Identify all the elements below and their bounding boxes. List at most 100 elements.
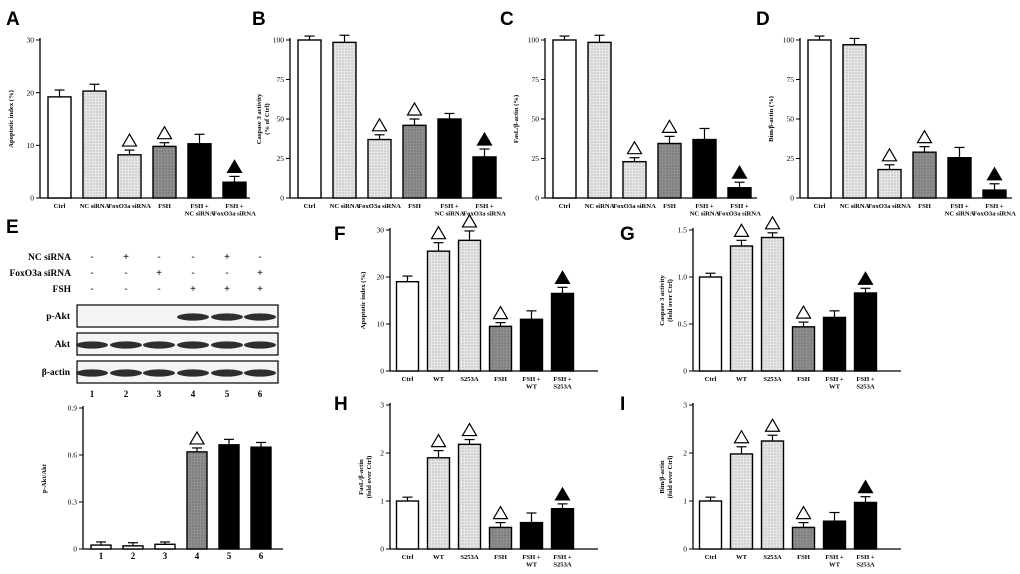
y-tick-label: 10 xyxy=(27,141,35,150)
y-tick-label: 2 xyxy=(380,449,384,458)
x-category-label: Ctrl xyxy=(402,554,414,561)
protein-band xyxy=(244,313,276,321)
bar-h-1 xyxy=(395,500,420,550)
bar-h-5 xyxy=(519,521,544,550)
bar-g-5 xyxy=(822,316,847,372)
y-tick-label: 0.5 xyxy=(678,320,688,329)
x-category-label: Ctrl xyxy=(54,203,66,210)
treatment-label: FSH xyxy=(53,285,72,295)
panel-label-e: E xyxy=(6,217,19,238)
treatment-sign: + xyxy=(156,268,162,279)
open-triangle-marker xyxy=(764,215,781,230)
y-axis-label: Caspase 3 activity(fold over Ctrl) xyxy=(659,275,674,326)
protein-band xyxy=(211,341,243,349)
bar-c-4 xyxy=(657,142,682,199)
bar-e-4 xyxy=(186,451,208,550)
treatment-sign: - xyxy=(90,284,93,295)
x-category-label: FoxO3a siRNA xyxy=(868,203,911,210)
open-triangle-marker xyxy=(188,430,206,445)
treatment-sign: - xyxy=(157,252,160,263)
filled-triangle-marker xyxy=(554,486,571,501)
treatment-sign: - xyxy=(157,284,160,295)
x-category-label: FSH xyxy=(797,376,811,383)
x-category-label: NC siRNA xyxy=(840,203,870,210)
y-tick-label: 0 xyxy=(535,194,539,203)
filled-triangle-marker xyxy=(731,165,748,179)
lane-number: 5 xyxy=(225,389,230,399)
chart-panel-i: 0 1 2 3 Bim/β-actin(fold over Ctrl) Ctrl WT S25… xyxy=(659,401,901,569)
x-category-label: 4 xyxy=(195,551,200,561)
open-triangle-marker xyxy=(764,418,781,432)
treatment-sign: + xyxy=(224,252,230,263)
bar-g-1 xyxy=(698,276,723,372)
open-triangle-marker xyxy=(492,505,509,520)
panel-label-f: F xyxy=(334,224,346,245)
open-triangle-marker xyxy=(156,125,173,140)
treatment-sign: + xyxy=(123,252,129,263)
panel-label-a: A xyxy=(6,9,20,30)
y-tick-label: 0.9 xyxy=(68,404,78,413)
x-category-label: Ctrl xyxy=(304,203,316,210)
bar-i-4 xyxy=(791,526,816,550)
bar-c-2 xyxy=(587,41,612,199)
protein-band xyxy=(211,313,243,321)
lane-number: 3 xyxy=(157,389,162,399)
bar-h-6 xyxy=(550,507,575,550)
treatment-sign: - xyxy=(124,268,127,279)
x-category-label: FSH + S253A xyxy=(553,554,572,569)
y-tick-label: 0 xyxy=(380,545,384,554)
bar-h-4 xyxy=(488,526,513,550)
chart-panel-h: 0 1 2 3 FasL/β-actin(fold over Ctrl) Ctrl WT S2… xyxy=(358,401,598,569)
x-category-label: FSH xyxy=(797,554,811,561)
bar-b-1 xyxy=(297,39,322,199)
open-triangle-marker xyxy=(430,225,447,240)
y-tick-label: 3 xyxy=(380,401,384,410)
bar-i-2 xyxy=(729,453,754,550)
y-tick-label: 1.5 xyxy=(678,226,688,235)
y-tick-label: 0 xyxy=(683,545,687,554)
lane-number: 2 xyxy=(124,389,129,399)
open-triangle-marker xyxy=(881,147,898,162)
lane-number: 1 xyxy=(90,389,95,399)
x-category-label: Ctrl xyxy=(402,376,414,383)
bar-e-1 xyxy=(90,544,112,550)
y-tick-label: 0.6 xyxy=(68,451,78,460)
panel-label-d: D xyxy=(756,9,770,30)
lane-number: 4 xyxy=(191,389,196,399)
protein-band xyxy=(211,369,243,377)
y-tick-label: 0 xyxy=(790,194,794,203)
x-category-label: 1 xyxy=(99,551,104,561)
x-category-label: FSH + WT xyxy=(522,554,540,569)
protein-band xyxy=(244,369,276,377)
y-tick-label: 20 xyxy=(27,88,35,97)
bar-d-5 xyxy=(947,157,972,199)
x-category-label: FSH + NC siRNA xyxy=(690,203,720,218)
bar-a-3 xyxy=(117,154,142,199)
bar-i-3 xyxy=(760,440,785,550)
y-axis-label: Apoptotic index (%) xyxy=(360,272,367,330)
x-category-label: 2 xyxy=(131,551,136,561)
open-triangle-marker xyxy=(461,422,478,437)
panel-label-c: C xyxy=(500,9,514,30)
x-category-label: FSH + NC siRNA xyxy=(185,203,215,218)
filled-triangle-marker xyxy=(554,270,571,284)
x-category-label: FSH + WT xyxy=(522,376,540,391)
chart-panel-d: 0 25 50 75 100 Bim/β-actin (%) Ctrl NC siRNAFox… xyxy=(768,35,1016,218)
panel-label-g: G xyxy=(620,224,635,245)
filled-triangle-marker xyxy=(857,479,874,494)
y-tick-label: 0 xyxy=(280,194,284,203)
treatment-sign: + xyxy=(257,268,263,279)
bar-e-5 xyxy=(218,444,240,550)
y-axis-label: Bim/β-actin (%) xyxy=(768,96,775,142)
y-tick-label: 1 xyxy=(380,497,384,506)
bar-b-2 xyxy=(332,41,357,199)
bar-e-6 xyxy=(250,446,272,550)
x-category-label: 6 xyxy=(259,551,264,561)
x-category-label: Ctrl xyxy=(705,376,717,383)
bar-i-6 xyxy=(853,501,878,550)
y-tick-label: 75 xyxy=(532,75,540,84)
y-axis-label: Caspase 3 activity(% of Ctrl) xyxy=(256,93,271,144)
open-triangle-marker xyxy=(733,223,750,237)
blot-label: Akt xyxy=(55,340,71,350)
